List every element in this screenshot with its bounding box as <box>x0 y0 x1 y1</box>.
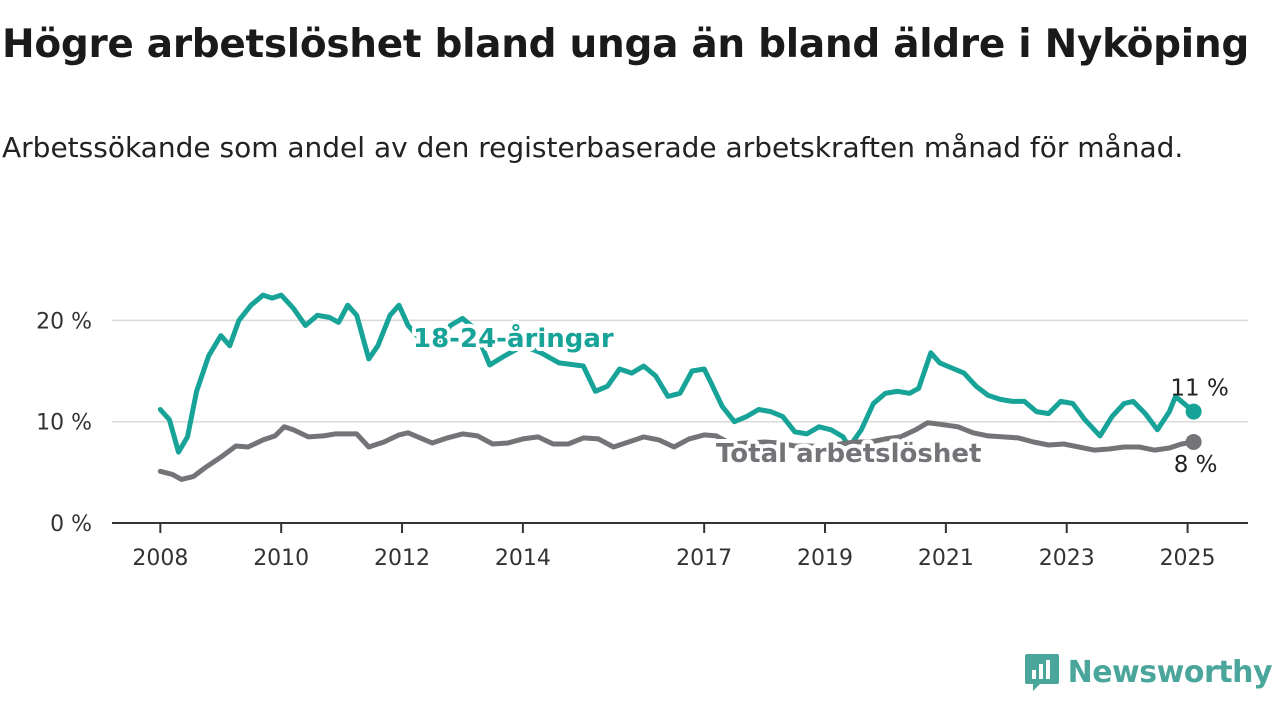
x-tick-label: 2025 <box>1160 546 1216 571</box>
x-tick-label: 2014 <box>495 546 551 571</box>
series-end-point <box>1185 433 1202 450</box>
brand-logo: Newsworthy <box>1024 652 1273 692</box>
y-tick-label: 0 % <box>50 512 92 537</box>
x-tick-label: 2017 <box>676 546 732 571</box>
chart-title: Högre arbetslöshet bland unga än bland ä… <box>2 22 1249 67</box>
y-tick-label: 20 % <box>36 309 92 334</box>
end-label-total: 8 % <box>1174 452 1218 478</box>
series-line-total <box>157 420 1197 482</box>
series-lines <box>157 292 1202 482</box>
x-tick-label: 2012 <box>374 546 430 571</box>
series-label-young-text: 18-24-åringar <box>413 322 614 354</box>
series-line-young <box>157 292 1197 455</box>
x-axis: 2008 2010 2012 2014 2017 2019 2021 2023 2025 <box>112 522 1248 571</box>
series-label-total-text: Total arbetslöshet <box>716 439 981 469</box>
brand-name: Newsworthy <box>1067 654 1273 690</box>
series-label-total-halo: Total arbetslöshet <box>716 439 981 469</box>
series-label-young-halo: 18-24-åringar <box>413 322 614 354</box>
x-tick-label: 2019 <box>797 546 853 571</box>
y-tick-label: 10 % <box>36 411 92 436</box>
x-tick-label: 2023 <box>1039 546 1095 571</box>
x-tick-label: 2010 <box>253 546 309 571</box>
series-end-point <box>1185 403 1202 420</box>
x-tick-label: 2008 <box>132 546 188 571</box>
end-label-young: 11 % <box>1170 376 1228 402</box>
newsworthy-logo-icon <box>1024 654 1059 691</box>
chart-subtitle: Arbetssökande som andel av den registerb… <box>2 131 1184 164</box>
x-tick-label: 2021 <box>918 546 974 571</box>
